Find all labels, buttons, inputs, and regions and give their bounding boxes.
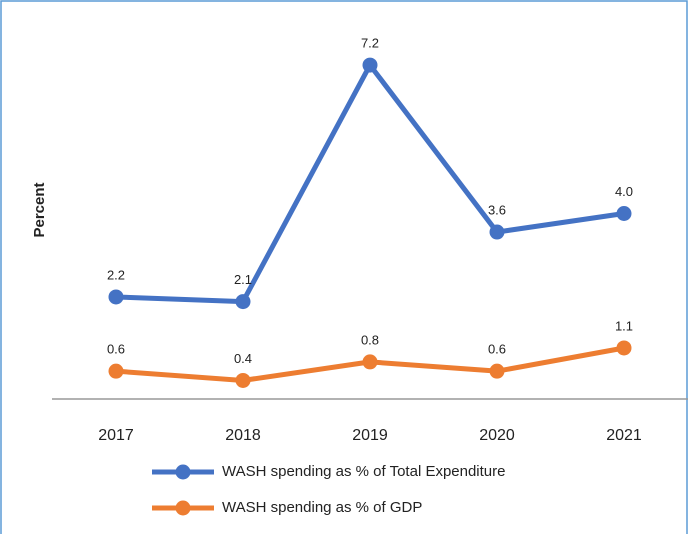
legend-label: WASH spending as % of Total Expenditure [222,463,506,480]
data-label: 7.2 [361,36,379,51]
data-label: 0.6 [107,342,125,357]
marker [362,57,378,73]
x-tick-label: 2021 [606,427,642,444]
x-tick-label: 2019 [352,427,388,444]
data-label: 0.8 [361,332,379,347]
data-label: 1.1 [615,318,633,333]
x-tick-label: 2018 [225,427,261,444]
legend-label: WASH spending as % of GDP [222,499,422,516]
x-tick-label: 2020 [479,427,515,444]
marker [616,206,632,221]
marker [235,372,251,388]
data-label: 2.1 [234,272,252,287]
marker [235,294,251,310]
marker [489,224,505,240]
data-label: 0.4 [234,351,252,366]
data-label: 4.0 [615,184,633,199]
y-axis-label: Percent [31,182,48,237]
series-line [115,62,625,305]
legend-marker [175,464,191,480]
data-label: 2.2 [107,267,125,282]
marker [362,354,378,370]
data-label: 3.6 [488,202,506,217]
marker [108,289,124,305]
marker [616,340,632,356]
x-tick-label: 2017 [98,427,134,444]
data-label: 0.6 [488,342,506,357]
legend-marker [175,500,191,516]
marker [489,363,505,379]
marker [108,363,124,379]
